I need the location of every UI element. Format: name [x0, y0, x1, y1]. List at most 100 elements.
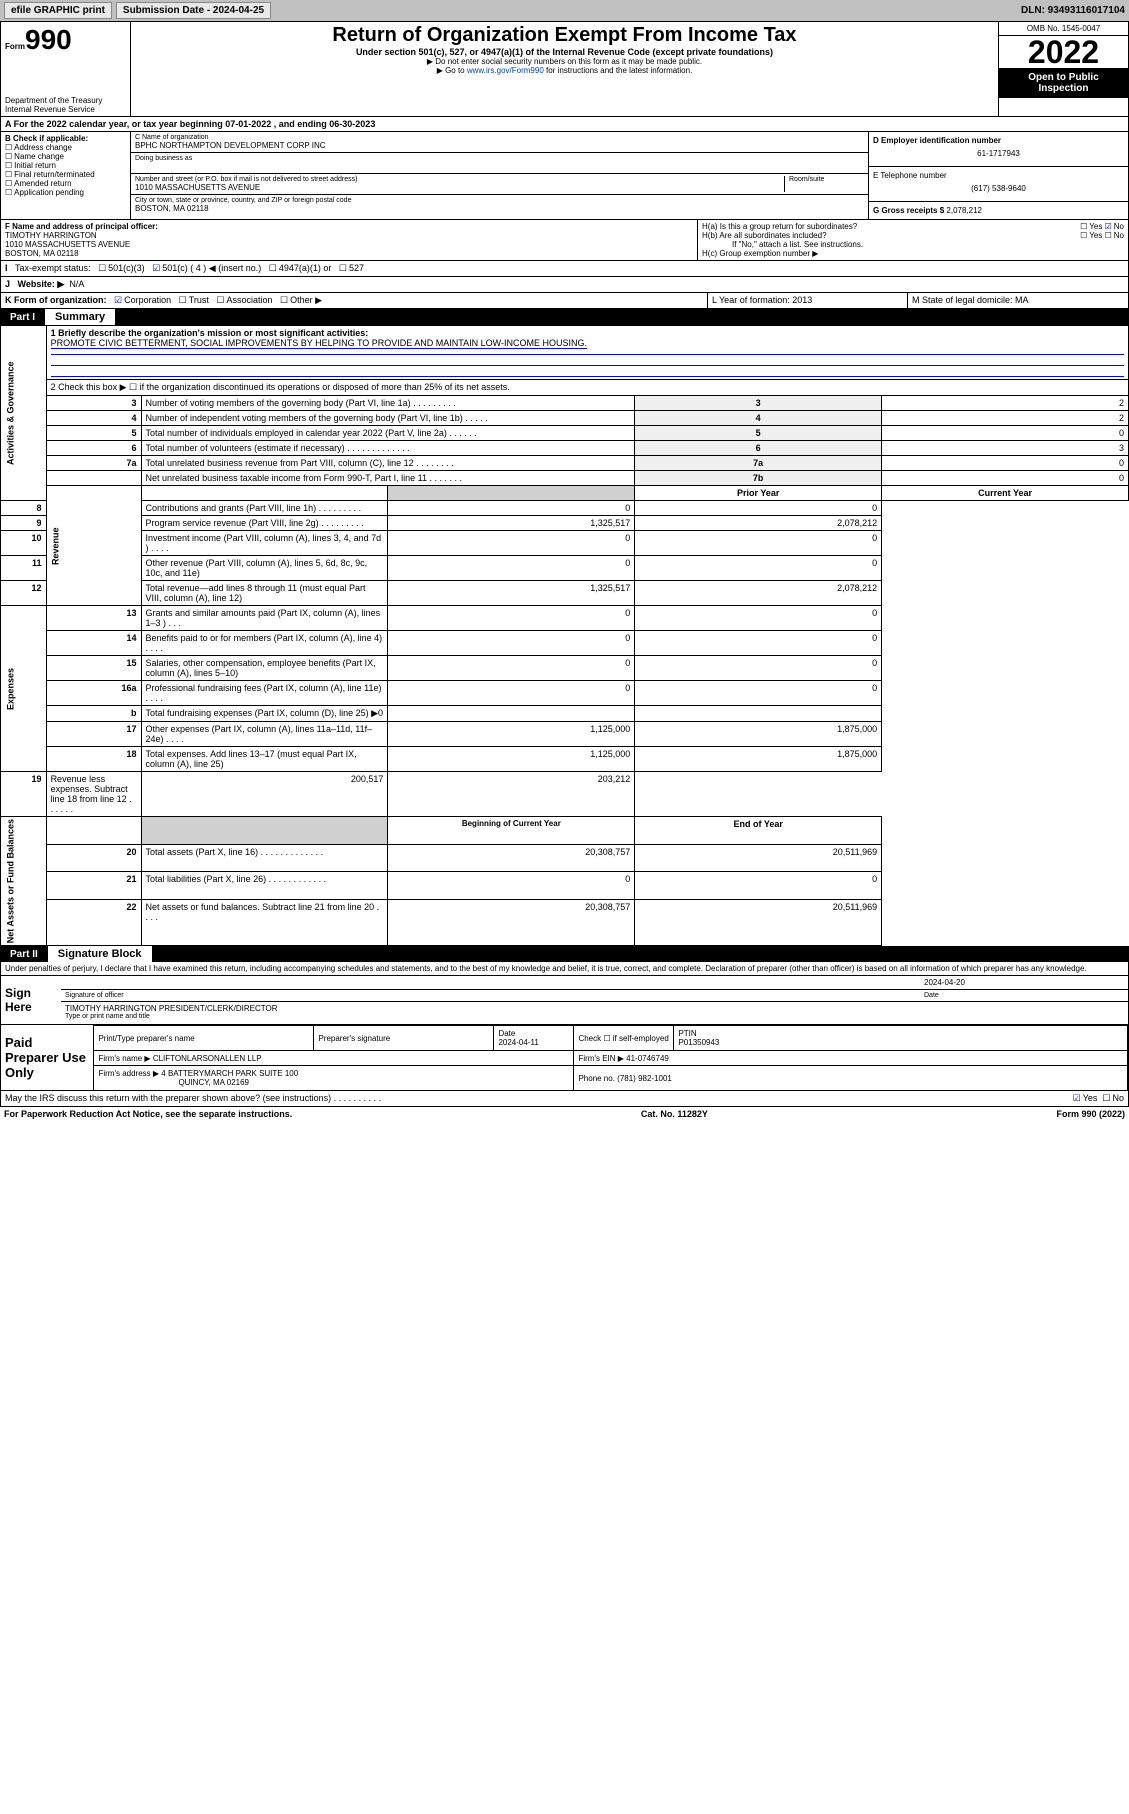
chk-pending[interactable]: Application pending	[5, 188, 126, 197]
row-fh: F Name and address of principal officer:…	[0, 220, 1129, 261]
room-label: Room/suite	[789, 176, 864, 183]
prior-year-hdr: Prior Year	[635, 486, 882, 501]
sign-here-label: Sign Here	[1, 976, 61, 1024]
net-row: 20Total assets (Part X, line 16) . . . .…	[1, 844, 1129, 872]
col-c: C Name of organization BPHC NORTHAMPTON …	[131, 132, 868, 219]
rev-row: 11Other revenue (Part VIII, column (A), …	[1, 556, 1129, 581]
prep-name-hdr: Print/Type preparer's name	[94, 1026, 314, 1051]
row-k: K Form of organization: Corporation Trus…	[0, 293, 1129, 309]
row-j: J Website: ▶ N/A	[0, 277, 1129, 293]
rev-row: 9Program service revenue (Part VIII, lin…	[1, 516, 1129, 531]
gross-value: 2,078,212	[946, 206, 982, 215]
subtitle-3: ▶ Go to www.irs.gov/Form990 for instruct…	[135, 66, 994, 75]
chk-final[interactable]: Final return/terminated	[5, 170, 126, 179]
subtitle-1: Under section 501(c), 527, or 4947(a)(1)…	[135, 47, 994, 57]
self-emp-chk[interactable]: Check ☐ if self-employed	[574, 1026, 674, 1051]
line2: 2 Check this box ▶ ☐ if the organization…	[46, 380, 1128, 396]
gross-label: G Gross receipts $	[873, 206, 944, 215]
tel-label: E Telephone number	[873, 171, 1124, 180]
irs-label: Internal Revenue Service	[5, 105, 126, 114]
gov-row: 5Total number of individuals employed in…	[1, 426, 1129, 441]
h-b-note: If "No," attach a list. See instructions…	[702, 240, 1124, 249]
exp-row: 14Benefits paid to or for members (Part …	[1, 631, 1129, 656]
officer-city: BOSTON, MA 02118	[5, 249, 693, 258]
end-year-hdr: End of Year	[635, 817, 882, 845]
city-value: BOSTON, MA 02118	[135, 204, 864, 213]
firm-name: CLIFTONLARSONALLEN LLP	[153, 1054, 262, 1063]
sign-block: Sign Here 2024-04-20 Signature of office…	[0, 976, 1129, 1025]
chk-initial[interactable]: Initial return	[5, 161, 126, 170]
name-title-label: Type or print name and title	[65, 1013, 277, 1020]
efile-btn[interactable]: efile GRAPHIC print	[4, 2, 112, 19]
form-header: Form990 Department of the Treasury Inter…	[0, 21, 1129, 117]
rev-row: 10Investment income (Part VIII, column (…	[1, 531, 1129, 556]
ein-label: D Employer identification number	[873, 136, 1124, 145]
gov-row: Net unrelated business taxable income fr…	[1, 471, 1129, 486]
org-name-label: C Name of organization	[135, 134, 864, 141]
h-c: H(c) Group exemption number ▶	[702, 249, 1124, 258]
col-b: B Check if applicable: Address change Na…	[1, 132, 131, 219]
begin-year-hdr: Beginning of Current Year	[388, 817, 635, 845]
officer-label: F Name and address of principal officer:	[5, 222, 693, 231]
current-year-hdr: Current Year	[882, 486, 1129, 501]
form-number: Form990	[5, 24, 126, 56]
paperwork-notice: For Paperwork Reduction Act Notice, see …	[4, 1109, 292, 1119]
ein-value: 61-1717943	[873, 145, 1124, 162]
sign-date: 2024-04-20	[924, 978, 1124, 987]
paid-preparer: Paid Preparer Use Only Print/Type prepar…	[0, 1025, 1129, 1091]
form-title: Return of Organization Exempt From Incom…	[135, 24, 994, 47]
exp-row: 15Salaries, other compensation, employee…	[1, 656, 1129, 681]
exp-row: 18Total expenses. Add lines 13–17 (must …	[1, 747, 1129, 772]
subdate-btn[interactable]: Submission Date - 2024-04-25	[116, 2, 271, 19]
org-name: BPHC NORTHAMPTON DEVELOPMENT CORP INC	[135, 141, 864, 150]
addr-label: Number and street (or P.O. box if mail i…	[135, 176, 784, 183]
irs-link[interactable]: www.irs.gov/Form990	[467, 66, 544, 75]
officer-printed-name: TIMOTHY HARRINGTON PRESIDENT/CLERK/DIREC…	[65, 1004, 277, 1013]
mission-text: PROMOTE CIVIC BETTERMENT, SOCIAL IMPROVE…	[51, 338, 587, 349]
chk-amended[interactable]: Amended return	[5, 179, 126, 188]
dba-label: Doing business as	[135, 155, 864, 162]
exp-row: 13Grants and similar amounts paid (Part …	[1, 606, 1129, 631]
rev-row: 12Total revenue—add lines 8 through 11 (…	[1, 581, 1129, 606]
side-expenses: Expenses	[1, 606, 47, 772]
officer-addr: 1010 MASSACHUSETTS AVENUE	[5, 240, 693, 249]
chk-address[interactable]: Address change	[5, 143, 126, 152]
addr-value: 1010 MASSACHUSETTS AVENUE	[135, 183, 784, 192]
h-b: H(b) Are all subordinates included? Yes …	[702, 231, 1124, 240]
prep-sig-hdr: Preparer's signature	[314, 1026, 494, 1051]
tax-year: 2022	[999, 36, 1128, 68]
tel-value: (617) 538-9640	[873, 180, 1124, 197]
exp-row: 19Revenue less expenses. Subtract line 1…	[1, 772, 1129, 817]
exp-row: 17Other expenses (Part IX, column (A), l…	[1, 722, 1129, 747]
year-formation: L Year of formation: 2013	[708, 293, 908, 308]
side-revenue: Revenue	[46, 486, 141, 606]
chk-name[interactable]: Name change	[5, 152, 126, 161]
ptin-value: P01350943	[678, 1038, 719, 1047]
officer-name: TIMOTHY HARRINGTON	[5, 231, 693, 240]
col-d: D Employer identification number 61-1717…	[868, 132, 1128, 219]
row-i: I Tax-exempt status: 501(c)(3) 501(c) ( …	[0, 261, 1129, 277]
net-row: 22Net assets or fund balances. Subtract …	[1, 900, 1129, 946]
exp-row: 16aProfessional fundraising fees (Part I…	[1, 681, 1129, 706]
h-a: H(a) Is this a group return for subordin…	[702, 222, 1124, 231]
part1-header: Part I Summary	[0, 309, 1129, 325]
part2-header: Part II Signature Block	[0, 946, 1129, 962]
dln-label: DLN: 93493116017104	[1021, 5, 1125, 16]
rev-row: 8Contributions and grants (Part VIII, li…	[1, 501, 1129, 516]
state-domicile: M State of legal domicile: MA	[908, 293, 1128, 308]
summary-table: Activities & Governance 1 Briefly descri…	[0, 325, 1129, 946]
block-bcd: B Check if applicable: Address change Na…	[0, 132, 1129, 220]
gov-row: 4Number of independent voting members of…	[1, 411, 1129, 426]
net-row: 21Total liabilities (Part X, line 26) . …	[1, 872, 1129, 900]
discuss-row: May the IRS discuss this return with the…	[0, 1091, 1129, 1107]
firm-addr2: QUINCY, MA 02169	[98, 1078, 249, 1087]
footer: For Paperwork Reduction Act Notice, see …	[0, 1107, 1129, 1121]
gov-row: 6Total number of volunteers (estimate if…	[1, 441, 1129, 456]
prep-date: 2024-04-11	[498, 1038, 538, 1047]
firm-ein: 41-0746749	[626, 1054, 669, 1063]
topbar: efile GRAPHIC print Submission Date - 20…	[0, 0, 1129, 21]
form-ref: Form 990 (2022)	[1056, 1109, 1125, 1119]
row-a-period: A For the 2022 calendar year, or tax yea…	[0, 117, 1129, 132]
firm-phone: (781) 982-1001	[617, 1074, 672, 1083]
subtitle-2: ▶ Do not enter social security numbers o…	[135, 57, 994, 66]
